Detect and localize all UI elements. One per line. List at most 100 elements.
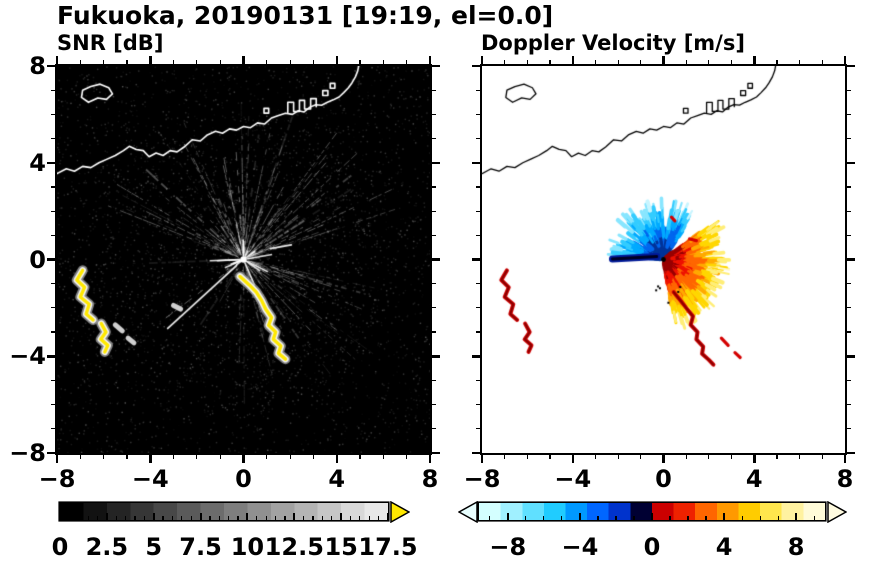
x-axis-tick [504, 455, 506, 459]
y-axis-tick [432, 258, 440, 261]
y-axis-tick [47, 258, 55, 261]
y-axis-tick [432, 186, 436, 188]
x-axis-tick [219, 455, 221, 459]
colorbar-tick-label: 12.5 [264, 533, 324, 561]
x-axis-tick [196, 455, 198, 459]
x-axis-tick [428, 455, 432, 463]
y-axis-tick [847, 113, 851, 115]
x-axis-tick [571, 56, 574, 64]
x-axis-tick [594, 455, 597, 459]
y-axis-tick [847, 186, 851, 188]
colorbar-tick-label: 7.5 [179, 533, 222, 561]
y-axis-tick [847, 234, 851, 236]
y-axis-tick [47, 355, 55, 358]
colorbar-tick [209, 516, 211, 520]
colorbar-tick-label: 8 [787, 533, 805, 561]
y-axis-tick [432, 64, 440, 68]
colorbar-tick [96, 516, 99, 520]
y-axis-tick [847, 331, 851, 333]
colorbar-tick-label: −8 [489, 533, 527, 561]
x-axis-tick [685, 455, 687, 459]
colorbar-tick [741, 516, 743, 520]
x-tick-label: −8 [38, 465, 76, 493]
x-axis-tick [662, 56, 665, 64]
x-axis-tick [79, 455, 81, 459]
y-tick-label: 8 [29, 52, 46, 80]
y-axis-tick [847, 137, 851, 140]
y-axis-tick [47, 161, 55, 164]
x-axis-tick [126, 455, 128, 459]
colorbar-tick [152, 513, 155, 520]
y-axis-tick [432, 404, 436, 406]
x-axis-tick [335, 56, 338, 64]
colorbar-tick [87, 516, 89, 520]
y-axis-tick [432, 379, 436, 382]
colorbar-overflow-arrow [390, 500, 411, 523]
colorbar-tick [349, 516, 352, 520]
x-tick-label: −4 [554, 465, 592, 493]
y-axis-tick [47, 64, 55, 68]
colorbar-tick [228, 516, 230, 520]
x-axis-tick [103, 455, 105, 459]
x-axis-tick [708, 455, 710, 459]
colorbar-tick [368, 516, 370, 520]
x-axis-tick [821, 455, 823, 459]
colorbar-tick [256, 516, 258, 520]
colorbar-tick [615, 516, 617, 520]
colorbar-tick [687, 516, 689, 520]
colorbar-overflow-arrow [827, 500, 848, 523]
colorbar-tick [759, 516, 761, 520]
x-axis-tick [55, 56, 59, 64]
y-axis-tick [847, 355, 855, 358]
y-axis-tick [432, 307, 436, 309]
colorbar-tick [171, 516, 174, 520]
x-axis-tick [149, 455, 152, 463]
y-axis-tick [47, 451, 55, 455]
y-tick-label: 4 [29, 148, 46, 177]
colorbar-tick-label: 15 [324, 533, 358, 561]
y-axis-tick [847, 307, 851, 309]
colorbar-tick [633, 516, 635, 520]
colorbar-tick [143, 516, 145, 520]
colorbar-tick-label: 2.5 [85, 533, 129, 561]
y-axis-tick [847, 64, 855, 68]
snr-panel-label: SNR [dB] [57, 31, 164, 55]
snr-plot-canvas [57, 66, 430, 453]
y-axis-tick [847, 210, 851, 212]
y-axis-tick [847, 161, 855, 164]
x-axis-tick [549, 455, 551, 459]
colorbar-tick [115, 516, 117, 520]
x-axis-tick [242, 56, 245, 64]
colorbar-tick [218, 516, 220, 520]
colorbar-tick [387, 513, 389, 520]
x-axis-tick [640, 455, 642, 459]
colorbar-tick [651, 513, 653, 520]
y-axis-tick [472, 161, 480, 164]
colorbar-tick [331, 516, 333, 520]
x-axis-tick [55, 455, 59, 463]
snr-plot-frame [55, 64, 432, 455]
colorbar-underflow-arrow [457, 500, 478, 523]
y-axis-tick [847, 379, 851, 382]
colorbar-tick [105, 513, 108, 520]
colorbar-tick [378, 516, 380, 520]
x-tick-label: 0 [655, 465, 672, 493]
figure-title: Fukuoka, 20190131 [19:19, el=0.0] [57, 1, 554, 30]
y-tick-label: 0 [29, 245, 46, 274]
colorbar-tick [237, 516, 239, 520]
x-tick-label: 8 [421, 465, 439, 493]
x-axis-tick [843, 455, 847, 463]
colorbar-tick [506, 513, 509, 520]
colorbar-tick-label: −4 [561, 533, 599, 561]
colorbar-tick [525, 516, 527, 520]
colorbar-tick-label: 17.5 [358, 533, 418, 561]
y-axis-tick [432, 283, 436, 285]
x-axis-tick [843, 56, 847, 64]
doppler-panel-label: Doppler Velocity [m/s] [481, 31, 745, 55]
colorbar-tick [597, 516, 599, 520]
colorbar-tick [795, 513, 798, 520]
colorbar-tick-label: 10 [230, 533, 265, 561]
colorbar-tick [181, 516, 183, 520]
doppler-colorbar [479, 503, 825, 520]
y-axis-tick [432, 331, 436, 333]
